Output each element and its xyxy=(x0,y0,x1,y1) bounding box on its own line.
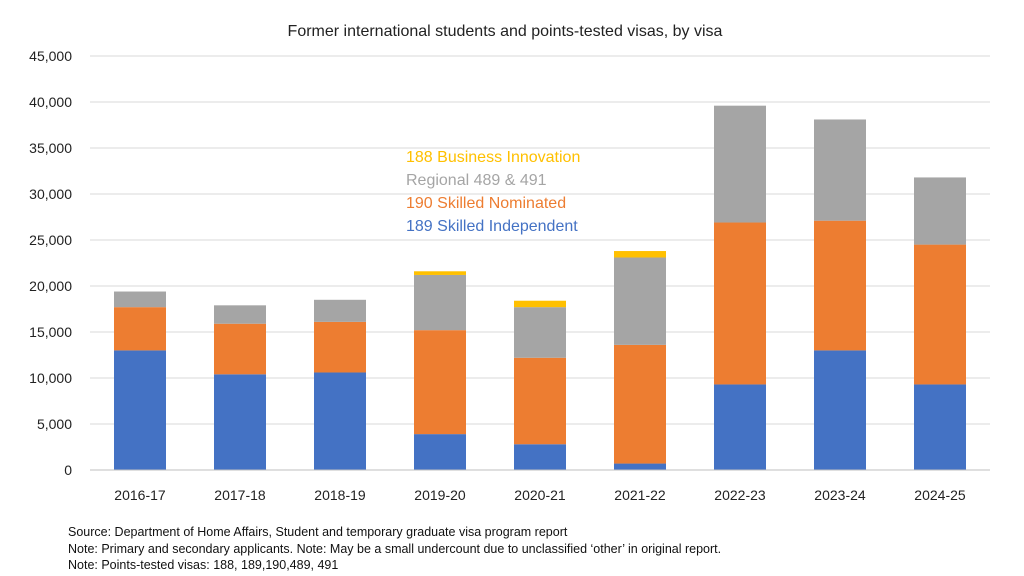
y-tick-label: 10,000 xyxy=(29,370,72,386)
bar-segment xyxy=(414,434,466,470)
bar-segment xyxy=(514,357,566,445)
stacked-bar-chart: Former international students and points… xyxy=(29,23,990,503)
y-tick-label: 0 xyxy=(64,462,72,478)
bar-segment xyxy=(914,384,966,470)
bar-segment xyxy=(714,105,766,223)
bar-segment xyxy=(114,291,166,308)
bar-segment xyxy=(614,344,666,464)
y-tick-label: 40,000 xyxy=(29,94,72,110)
y-tick-label: 5,000 xyxy=(37,416,72,432)
bar-segment xyxy=(214,323,266,375)
bar-segment xyxy=(614,251,666,258)
y-tick-label: 25,000 xyxy=(29,232,72,248)
bar-segment xyxy=(514,307,566,358)
bar-segment xyxy=(914,244,966,385)
visa-list-note: Note: Points-tested visas: 188, 189,190,… xyxy=(68,558,339,572)
bar-segment xyxy=(414,330,466,435)
x-tick-label: 2022-23 xyxy=(714,487,766,503)
bar-segment xyxy=(114,307,166,351)
bar-segment xyxy=(714,222,766,385)
bar-segment xyxy=(814,220,866,351)
y-tick-label: 20,000 xyxy=(29,278,72,294)
bar-segment xyxy=(414,274,466,331)
bar-segment xyxy=(414,271,466,275)
y-tick-label: 35,000 xyxy=(29,140,72,156)
undercount-note: Note: Primary and secondary applicants. … xyxy=(68,541,722,556)
x-tick-label: 2024-25 xyxy=(914,487,966,503)
legend-entry: 189 Skilled Independent xyxy=(406,218,578,235)
bar-segment xyxy=(914,177,966,245)
bar-segment xyxy=(614,257,666,345)
y-tick-label: 15,000 xyxy=(29,324,72,340)
chart-title: Former international students and points… xyxy=(288,23,723,40)
y-tick-label: 30,000 xyxy=(29,186,72,202)
bar-segment xyxy=(614,463,666,470)
x-tick-label: 2023-24 xyxy=(814,487,866,503)
bar-segment xyxy=(814,119,866,221)
bar-segment xyxy=(314,321,366,373)
source-note: Source: Department of Home Affairs, Stud… xyxy=(68,525,568,539)
bars xyxy=(114,105,966,470)
legend-entry: 188 Business Innovation xyxy=(406,149,580,166)
legend-entry: Regional 489 & 491 xyxy=(406,172,547,189)
x-tick-label: 2016-17 xyxy=(114,487,166,503)
x-tick-label: 2020-21 xyxy=(514,487,566,503)
bar-segment xyxy=(714,384,766,470)
footnotes: Source: Department of Home Affairs, Stud… xyxy=(68,524,721,574)
bar-segment xyxy=(314,372,366,470)
y-tick-label: 45,000 xyxy=(29,48,72,64)
legend: 188 Business Innovation Regional 489 & 49… xyxy=(406,149,580,235)
bar-segment xyxy=(514,300,566,308)
bar-segment xyxy=(214,305,266,324)
bar-segment xyxy=(814,350,866,470)
x-tick-label: 2021-22 xyxy=(614,487,666,503)
bar-segment xyxy=(114,350,166,470)
legend-entry: 190 Skilled Nominated xyxy=(406,195,566,212)
x-tick-label: 2019-20 xyxy=(414,487,466,503)
axes: 0 5,000 10,000 15,000 20,000 25,000 30,000 35,0… xyxy=(29,48,990,503)
bar-segment xyxy=(514,444,566,470)
bar-segment xyxy=(214,374,266,470)
x-tick-label: 2018-19 xyxy=(314,487,366,503)
x-tick-label: 2017-18 xyxy=(214,487,266,503)
bar-segment xyxy=(314,299,366,322)
